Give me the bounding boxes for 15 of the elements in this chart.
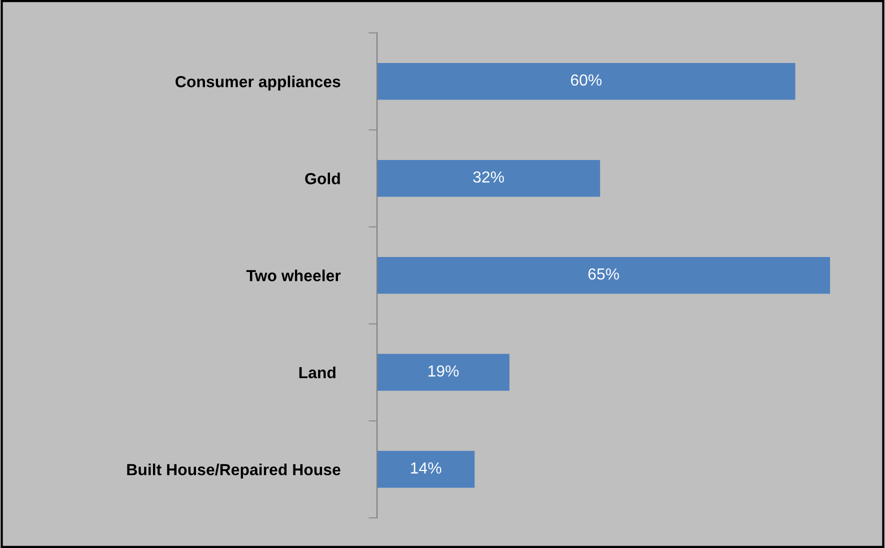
bar [377, 160, 600, 197]
data-label: 14% [411, 462, 442, 474]
bar [377, 450, 475, 488]
y-tick-label: Land [299, 366, 336, 378]
y-tick-label: Built House/Repaired House [127, 464, 340, 478]
data-label: 60% [570, 74, 602, 86]
bar [377, 256, 830, 294]
y-tick-label: Two wheeler [246, 270, 341, 282]
data-label: 65% [588, 268, 619, 280]
bar [377, 354, 510, 391]
y-tick-label: Consumer appliances [176, 76, 340, 90]
data-label: 32% [473, 171, 504, 183]
data-label: 19% [428, 365, 459, 377]
y-tick-label: Gold [305, 172, 340, 184]
bar [377, 62, 796, 100]
